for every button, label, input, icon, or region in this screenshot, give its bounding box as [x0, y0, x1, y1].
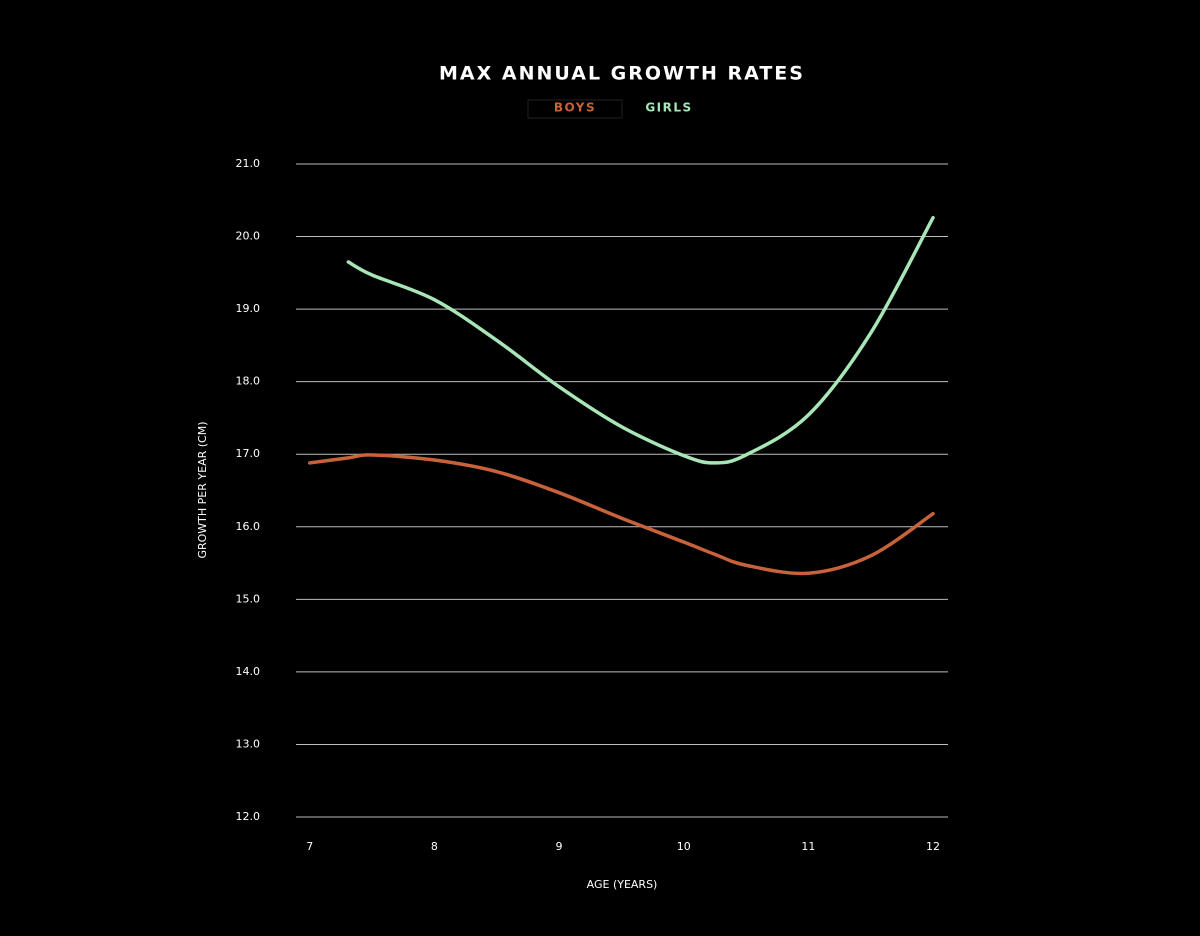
x-tick-label: 10 — [677, 840, 691, 853]
x-tick-label: 9 — [556, 840, 563, 853]
y-tick-label: 18.0 — [236, 375, 261, 388]
legend-label: GIRLS — [645, 101, 692, 115]
line-series — [346, 215, 935, 465]
y-tick-label: 17.0 — [236, 447, 261, 460]
y-tick-label: 15.0 — [236, 592, 261, 605]
y-tick-label: 13.0 — [236, 737, 261, 750]
y-axis-label: GROWTH PER YEAR (CM) — [196, 421, 209, 558]
y-tick-label: 19.0 — [236, 302, 261, 315]
legend-label: BOYS — [554, 101, 596, 115]
x-tick-label: 12 — [926, 840, 940, 853]
x-tick-label: 8 — [431, 840, 438, 853]
y-tick-label: 20.0 — [236, 230, 261, 243]
x-tick-label: 7 — [306, 840, 313, 853]
chart-title: MAX ANNUAL GROWTH RATES — [439, 63, 805, 85]
x-tick-label: 11 — [801, 840, 815, 853]
y-tick-label: 12.0 — [236, 810, 261, 823]
x-axis-label: AGE (YEARS) — [587, 878, 658, 891]
line-series — [307, 453, 935, 576]
y-tick-label: 14.0 — [236, 665, 261, 678]
y-tick-label: 16.0 — [236, 520, 261, 533]
y-tick-label: 21.0 — [236, 157, 261, 170]
legend-box — [527, 99, 623, 119]
